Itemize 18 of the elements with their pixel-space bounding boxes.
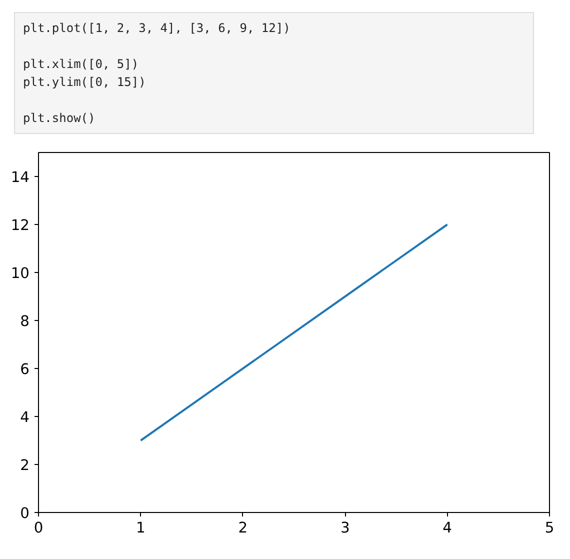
- line-series: [140, 224, 448, 442]
- y-tick-label: 10: [10, 265, 30, 282]
- y-tick-label: 4: [20, 409, 30, 426]
- text: plt.show(): [23, 111, 96, 125]
- y-tick-label: 0: [20, 505, 30, 522]
- x-tick-label: 1: [136, 520, 146, 536]
- x-tick-label: 5: [544, 520, 554, 536]
- text: plt.plot([1, 2, 3, 4], [3, 6, 9, 12]): [23, 21, 290, 35]
- y-tick-label: 6: [20, 361, 30, 378]
- x-tick-label: 4: [442, 520, 452, 536]
- y-tick-label: 14: [10, 169, 30, 186]
- x-tick-label: 0: [34, 520, 44, 536]
- x-tick-label: 2: [238, 520, 248, 536]
- y-tick-label: 2: [20, 457, 30, 474]
- y-tick-label: 12: [10, 217, 30, 234]
- x-tick-label: 3: [340, 520, 350, 536]
- text: plt.xlim([0, 5]) plt.ylim([0, 15]): [23, 57, 146, 89]
- y-tick-label: 8: [20, 313, 30, 330]
